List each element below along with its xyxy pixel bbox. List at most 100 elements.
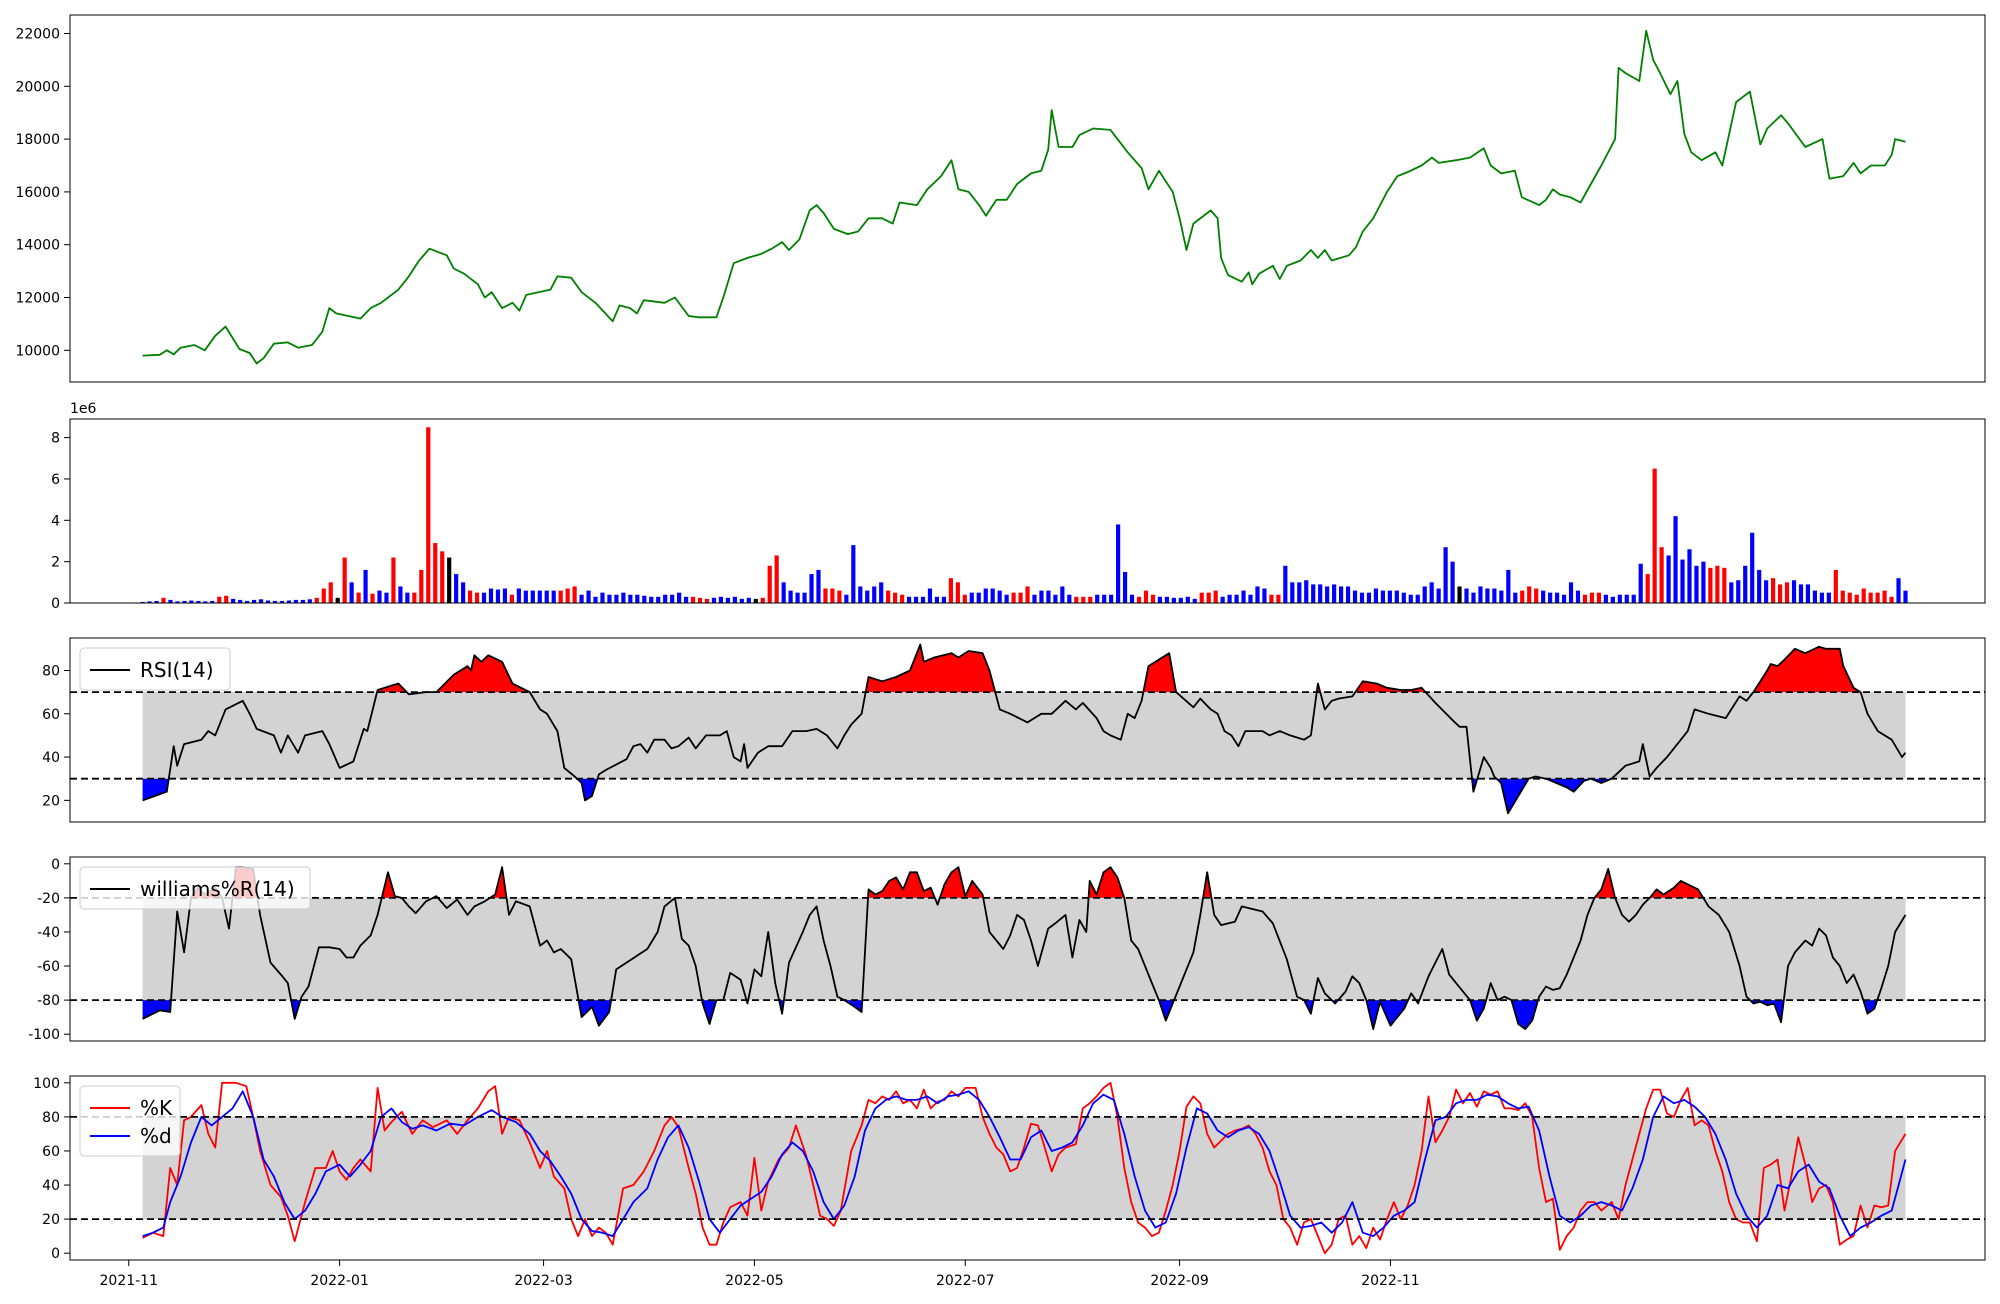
volume-bar bbox=[893, 592, 898, 603]
volume-panel: 0 2 4 6 8 1e6 bbox=[51, 401, 1986, 612]
volume-bar bbox=[523, 590, 528, 603]
volume-bar bbox=[649, 596, 654, 603]
volume-bar bbox=[1143, 590, 1149, 603]
overbought-fill bbox=[1143, 653, 1177, 693]
y-tick-label: 20 bbox=[42, 1212, 60, 1228]
volume-bar bbox=[1436, 588, 1441, 603]
volume-bar bbox=[837, 590, 842, 603]
volume-bar bbox=[1687, 549, 1692, 603]
volume-bar bbox=[656, 596, 661, 603]
volume-bar bbox=[1680, 559, 1685, 603]
volume-bar bbox=[1854, 594, 1859, 603]
volume-bar bbox=[342, 557, 347, 603]
volume-bar bbox=[1109, 594, 1114, 603]
volume-bar bbox=[1339, 586, 1344, 603]
overbought-fill bbox=[868, 872, 935, 898]
volume-bar bbox=[1617, 594, 1622, 603]
oversold-fill bbox=[142, 1000, 172, 1019]
oversold-fill bbox=[142, 778, 169, 801]
x-tick-label: 2022-01 bbox=[310, 1273, 369, 1289]
volume-bar bbox=[642, 595, 647, 603]
volume-bar bbox=[732, 596, 737, 603]
volume-bar bbox=[1039, 590, 1044, 603]
volume-bar bbox=[1373, 588, 1379, 603]
volume-bar bbox=[1673, 516, 1678, 603]
volume-bar bbox=[1631, 594, 1636, 603]
volume-bar bbox=[704, 598, 710, 603]
volume-bar bbox=[1645, 574, 1650, 603]
x-tick-label: 2022-07 bbox=[936, 1273, 995, 1289]
volume-bar bbox=[1736, 580, 1741, 603]
overbought-fill bbox=[1203, 872, 1212, 898]
volume-bar bbox=[516, 588, 521, 603]
series-line-pct-K bbox=[142, 1081, 1907, 1255]
threshold-band bbox=[142, 692, 1906, 779]
volume-bar bbox=[1819, 592, 1824, 603]
volume-bar bbox=[1784, 582, 1790, 603]
volume-bar bbox=[1743, 565, 1748, 603]
volume-bar bbox=[614, 594, 619, 603]
volume-bar bbox=[983, 588, 988, 603]
volume-bar bbox=[245, 600, 250, 603]
y-tick-label: 22000 bbox=[15, 26, 60, 42]
volume-bar bbox=[196, 600, 201, 603]
overbought-fill bbox=[426, 655, 530, 693]
volume-bar bbox=[607, 594, 612, 603]
price-panel: 10000 12000 14000 16000 18000 20000 22000 bbox=[15, 14, 1986, 383]
volume-bar bbox=[1095, 594, 1100, 603]
volume-bar bbox=[468, 590, 473, 603]
volume-bar bbox=[1589, 592, 1595, 603]
volume-bar bbox=[1345, 586, 1351, 603]
volume-bar bbox=[1575, 590, 1581, 603]
williams-line bbox=[142, 866, 1907, 1030]
volume-bar bbox=[941, 596, 946, 603]
volume-bar bbox=[1610, 596, 1615, 603]
volume-bar bbox=[258, 599, 264, 603]
volume-bar bbox=[1429, 582, 1434, 603]
volume-bar bbox=[906, 596, 912, 603]
oversold-fill bbox=[1158, 1000, 1175, 1021]
rsi-line bbox=[142, 643, 1907, 815]
volume-bar bbox=[1150, 594, 1156, 603]
legend-box bbox=[79, 866, 311, 910]
volume-bar bbox=[1771, 578, 1776, 603]
volume-bar bbox=[663, 594, 668, 603]
volume-bar bbox=[1757, 569, 1762, 603]
volume-bar bbox=[265, 600, 271, 603]
volume-bar bbox=[809, 574, 814, 603]
volume-bar bbox=[1255, 586, 1260, 603]
volume-bar bbox=[481, 592, 487, 603]
volume-bar bbox=[1666, 555, 1671, 603]
volume-bar bbox=[795, 592, 800, 603]
volume-bar bbox=[1262, 588, 1267, 603]
volume-bar bbox=[251, 599, 257, 603]
volume-bar bbox=[1812, 590, 1817, 603]
volume-bar bbox=[1178, 597, 1183, 603]
volume-bar bbox=[279, 600, 285, 603]
volume-bar bbox=[1387, 590, 1392, 603]
legend-label: RSI(14) bbox=[140, 658, 214, 682]
volume-bar bbox=[830, 588, 835, 603]
volume-bar bbox=[767, 565, 772, 603]
volume-bar bbox=[182, 600, 187, 603]
legend-label: %d bbox=[140, 1124, 172, 1148]
volume-bar bbox=[1311, 584, 1316, 603]
volume-bar bbox=[488, 588, 494, 603]
volume-bar bbox=[628, 594, 633, 603]
volume-bar bbox=[1582, 594, 1588, 603]
volume-bar bbox=[1122, 571, 1128, 603]
volume-bar bbox=[537, 590, 542, 603]
y-tick-label: 100 bbox=[33, 1076, 60, 1092]
volume-bar bbox=[168, 599, 173, 603]
volume-bar bbox=[844, 594, 849, 603]
volume-bar bbox=[1750, 532, 1755, 603]
volume-bar bbox=[1499, 590, 1504, 603]
volume-bar bbox=[1325, 586, 1330, 603]
oversold-fill bbox=[1366, 1000, 1409, 1030]
y-tick-label: 80 bbox=[42, 663, 60, 679]
volume-bar bbox=[1492, 588, 1497, 603]
volume-bar bbox=[684, 596, 689, 603]
legend-label: williams%R(14) bbox=[140, 877, 295, 901]
